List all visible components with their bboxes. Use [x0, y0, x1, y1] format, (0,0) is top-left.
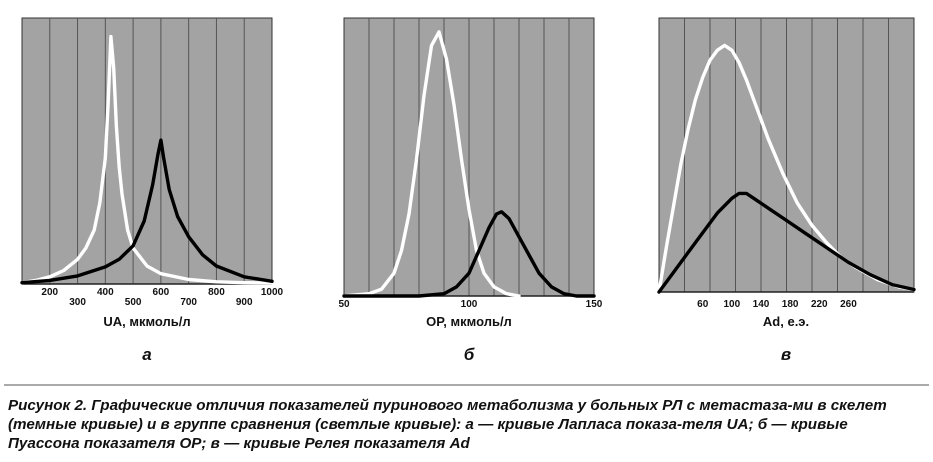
tick-label: 800	[208, 287, 225, 298]
tick-label: 260	[840, 299, 857, 310]
tick-label: 500	[125, 297, 142, 308]
plot-background	[21, 17, 273, 285]
series-line-light	[342, 30, 521, 298]
tick-label: 100	[461, 299, 478, 310]
series-line-dark	[20, 138, 274, 285]
series-line-dark	[657, 191, 916, 294]
panel-label: а	[142, 345, 151, 364]
x-axis-label: UA, мкмоль/л	[103, 314, 190, 329]
chart-panel-3: 60 100 140 180 220 260 Ad, е.э. в	[657, 17, 916, 364]
tick-label: 400	[97, 287, 114, 298]
figure-caption: Рисунок 2. Графические отличия показател…	[8, 397, 887, 452]
tick-label: 200	[41, 287, 58, 298]
tick-label: 50	[338, 299, 350, 310]
chart-panel-2: 50 100 150 OP, мкмоль/л б	[338, 17, 603, 364]
series-line-light	[20, 34, 274, 285]
tick-label: 900	[236, 297, 253, 308]
tick-label: 60	[697, 299, 709, 310]
series-line-dark	[342, 210, 596, 298]
tick-label: 140	[753, 299, 770, 310]
tick-label: 100	[724, 299, 741, 310]
tick-label: 700	[180, 297, 197, 308]
chart-panel-1: 200 400 600 800 1000 300 500 700 900 UA, мкмоль/л…	[20, 17, 284, 364]
tick-label: 150	[586, 299, 603, 310]
tick-label: 300	[69, 297, 86, 308]
x-axis-label: Ad, е.э.	[763, 314, 809, 329]
tick-label: 600	[153, 287, 170, 298]
x-axis-label: OP, мкмоль/л	[426, 314, 512, 329]
panel-label: б	[464, 345, 475, 364]
tick-label: 1000	[261, 287, 284, 298]
panel-label: в	[781, 345, 791, 364]
tick-label: 180	[782, 299, 799, 310]
charts-svg: 200 400 600 800 1000 300 500 700 900 UA, мкмоль/л…	[4, 17, 929, 386]
tick-label: 220	[811, 299, 828, 310]
